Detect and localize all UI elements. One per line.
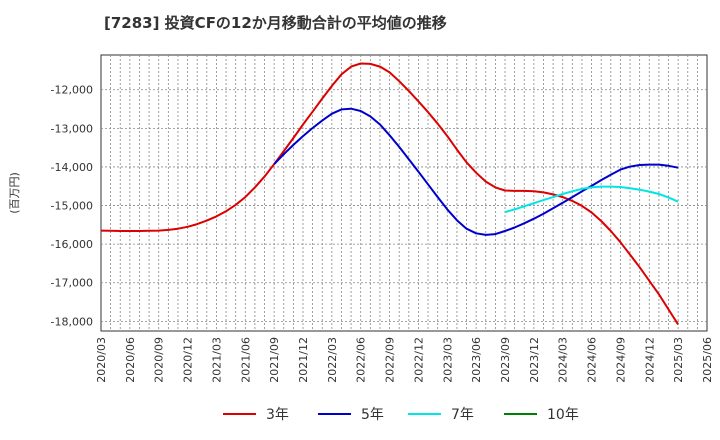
- x-tick-label: 2025/06: [701, 337, 714, 383]
- y-tick-label: -13,000: [51, 122, 93, 135]
- y-tick-label: -15,000: [51, 200, 93, 213]
- x-tick-label: 2025/03: [672, 337, 685, 383]
- x-tick-label: 2024/12: [643, 337, 656, 383]
- legend-label: 7年: [451, 407, 474, 423]
- x-tick-label: 2023/06: [470, 337, 483, 383]
- x-tick-label: 2021/03: [210, 337, 223, 383]
- x-tick-label: 2020/09: [153, 337, 166, 383]
- x-tick-label: 2022/09: [384, 337, 397, 383]
- y-tick-label: -12,000: [51, 84, 93, 97]
- series-lines: [100, 62, 679, 325]
- series-line-3年: [100, 62, 679, 325]
- x-tick-label: 2023/03: [441, 337, 454, 383]
- y-tick-label: -14,000: [51, 161, 93, 174]
- chart-title: [7283] 投資CFの12か月移動合計の平均値の推移: [104, 14, 447, 32]
- x-tick-label: 2023/09: [499, 337, 512, 383]
- x-tick-label: 2023/12: [528, 337, 541, 383]
- y-axis-ticks: -12,000 -13,000 -14,000 -15,000 -16,000 -17,0…: [51, 84, 93, 329]
- y-tick-label: -16,000: [51, 238, 93, 251]
- x-tick-label: 2022/12: [412, 337, 425, 383]
- x-tick-label: 2022/03: [326, 337, 339, 383]
- series-line-5年: [273, 107, 679, 236]
- legend-label: 3年: [266, 407, 289, 423]
- y-axis-label: (百万円): [8, 172, 21, 214]
- x-axis-ticks: 2020/03 2020/06 2020/09 2020/12 2021/03 2021/…: [95, 337, 714, 383]
- x-tick-label: 2022/06: [355, 337, 368, 383]
- y-tick-label: -18,000: [51, 315, 93, 328]
- x-tick-label: 2021/06: [239, 337, 252, 383]
- x-tick-label: 2024/09: [614, 337, 627, 383]
- x-tick-label: 2020/12: [182, 337, 195, 383]
- legend-label: 10年: [547, 407, 579, 423]
- plot-background: [100, 54, 708, 332]
- y-tick-label: -17,000: [51, 277, 93, 290]
- x-tick-label: 2024/06: [586, 337, 599, 383]
- x-tick-label: 2020/06: [124, 337, 137, 383]
- grid-lines: [101, 55, 707, 331]
- x-tick-label: 2021/12: [297, 337, 310, 383]
- legend: 3年 5年 7年 10年: [223, 407, 579, 423]
- x-tick-label: 2024/03: [557, 337, 570, 383]
- x-tick-label: 2021/09: [268, 337, 281, 383]
- series-line-7年: [504, 185, 679, 214]
- legend-label: 5年: [361, 407, 384, 423]
- x-tick-label: 2020/03: [95, 337, 108, 383]
